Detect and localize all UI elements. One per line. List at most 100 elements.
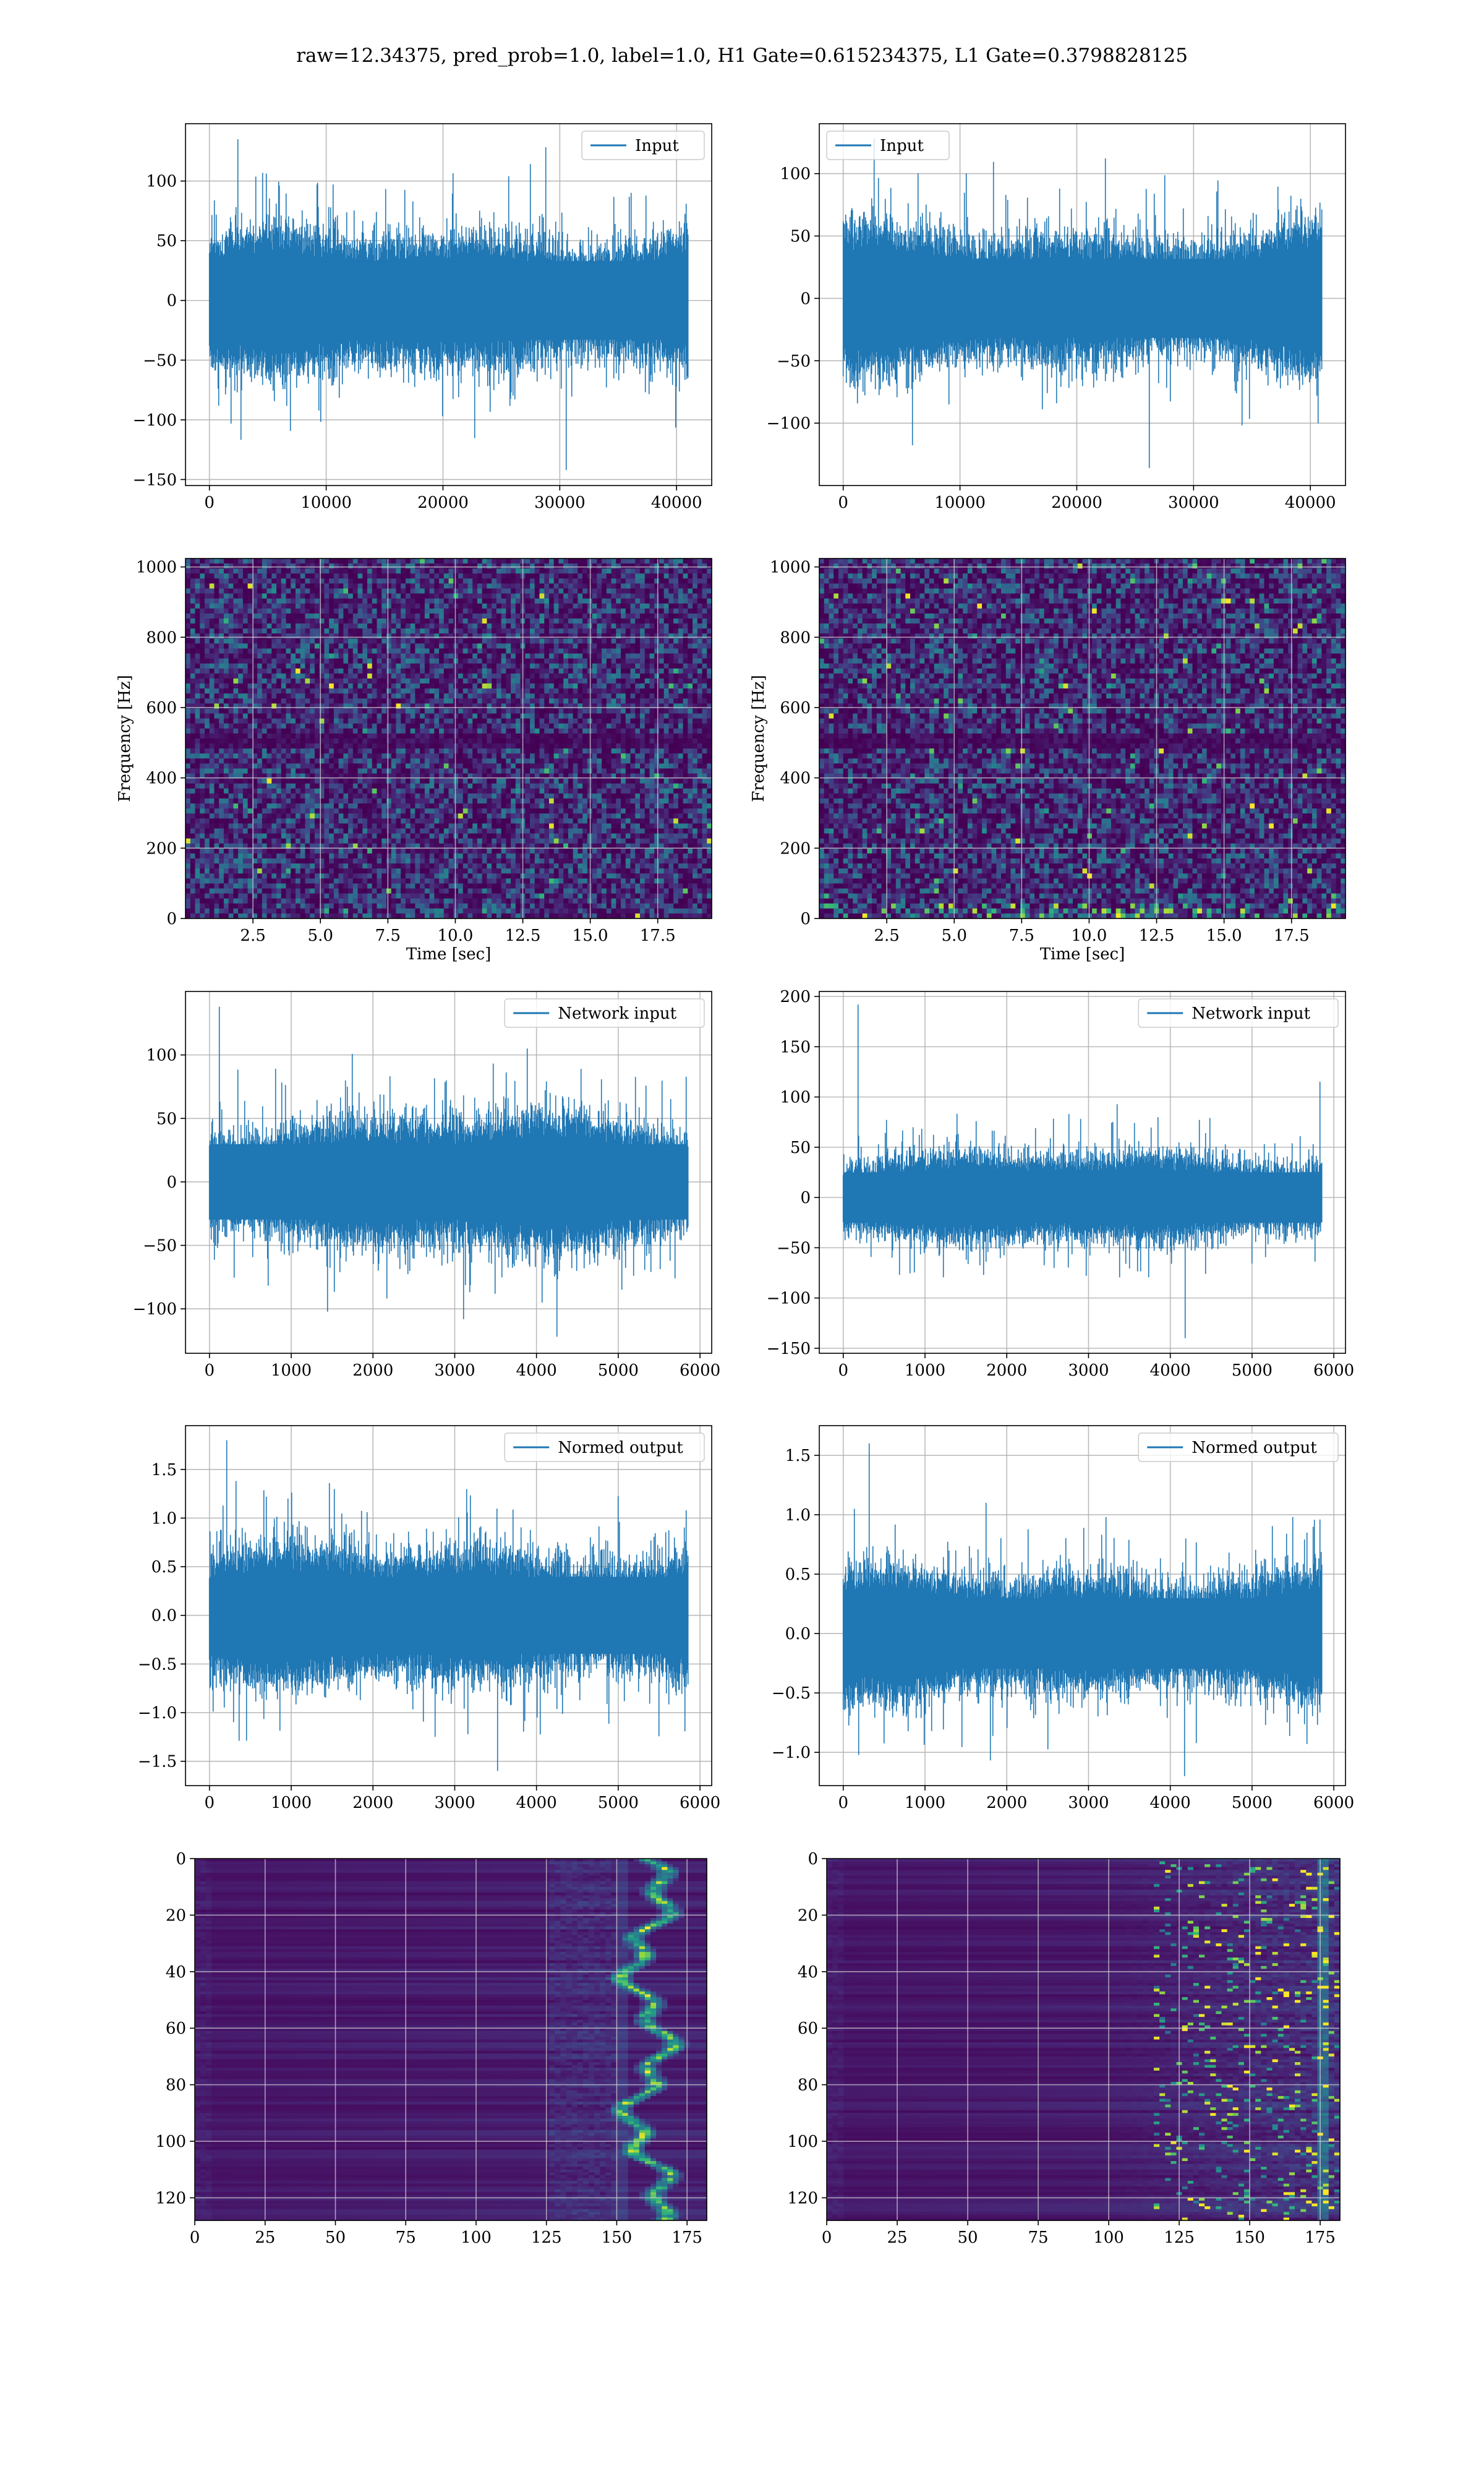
heatmap-cell xyxy=(391,573,396,579)
heatmap-cell xyxy=(214,714,219,719)
heatmap-cell xyxy=(343,753,348,759)
heatmap-cell xyxy=(233,659,238,664)
heatmap-cell xyxy=(649,589,654,594)
heatmap-cell xyxy=(291,633,296,639)
heatmap-cell xyxy=(262,654,267,659)
heatmap-cell xyxy=(458,729,463,734)
heatmap-cell xyxy=(367,743,372,749)
heatmap-cell xyxy=(271,573,276,579)
heatmap-cell xyxy=(391,769,396,774)
heatmap-cell xyxy=(506,654,511,659)
heatmap-cell xyxy=(602,618,607,624)
heatmap-cell xyxy=(592,698,597,704)
heatmap-cell xyxy=(530,583,535,589)
heatmap-cell xyxy=(602,638,607,644)
heatmap-cell xyxy=(602,724,607,729)
heatmap-cell xyxy=(367,628,372,634)
heatmap-cell xyxy=(243,623,248,629)
heatmap-cell xyxy=(612,753,616,759)
heatmap-cell xyxy=(415,633,420,639)
heatmap-cell xyxy=(386,623,391,629)
heatmap-cell xyxy=(535,738,540,744)
heatmap-cell xyxy=(702,638,707,644)
heatmap-cell xyxy=(386,633,391,639)
heatmap-cell xyxy=(425,589,430,594)
heatmap-cell xyxy=(664,623,669,629)
heatmap-cell xyxy=(449,638,454,644)
heatmap-cell xyxy=(678,568,683,574)
heatmap-cell xyxy=(554,664,559,669)
heatmap-cell xyxy=(573,714,578,719)
heatmap-cell xyxy=(693,623,697,629)
heatmap-cell xyxy=(401,664,406,669)
heatmap-cell xyxy=(257,724,262,729)
heatmap-cell xyxy=(411,714,416,719)
heatmap-cell xyxy=(210,633,215,639)
heatmap-cell xyxy=(525,703,530,709)
heatmap-cell xyxy=(640,589,645,594)
heatmap-cell xyxy=(224,633,229,639)
heatmap-cell xyxy=(348,678,353,684)
heatmap-cell xyxy=(683,758,688,764)
heatmap-cell xyxy=(597,649,602,654)
heatmap-cell xyxy=(291,604,296,609)
heatmap-cell xyxy=(190,688,195,694)
heatmap-cell xyxy=(329,599,334,604)
heatmap-cell xyxy=(612,734,616,739)
heatmap-cell xyxy=(626,734,631,739)
heatmap-cell xyxy=(487,688,492,694)
heatmap-cell xyxy=(200,734,205,739)
heatmap-cell xyxy=(602,614,607,619)
heatmap-cell xyxy=(420,618,425,624)
heatmap-cell xyxy=(482,609,487,614)
heatmap-cell xyxy=(602,573,607,579)
heatmap-cell xyxy=(554,729,559,734)
heatmap-cell xyxy=(702,688,707,694)
heatmap-cell xyxy=(626,578,631,584)
heatmap-cell xyxy=(640,568,645,574)
heatmap-cell xyxy=(549,729,554,734)
heatmap-cell xyxy=(291,769,296,774)
heatmap-cell xyxy=(353,638,358,644)
heatmap-cell xyxy=(358,688,363,694)
heatmap-cell xyxy=(463,674,468,679)
heatmap-cell xyxy=(458,609,463,614)
heatmap-cell xyxy=(582,649,587,654)
heatmap-cell xyxy=(630,738,635,744)
heatmap-cell xyxy=(348,628,353,634)
heatmap-cell xyxy=(186,688,190,694)
heatmap-cell xyxy=(501,709,506,714)
heatmap-cell xyxy=(401,628,406,634)
heatmap-cell xyxy=(401,633,406,639)
heatmap-cell xyxy=(616,709,621,714)
heatmap-cell xyxy=(453,698,458,704)
heatmap-cell xyxy=(702,649,707,654)
heatmap-cell xyxy=(367,724,372,729)
heatmap-cell xyxy=(377,649,382,654)
heatmap-cell xyxy=(348,623,353,629)
heatmap-cell xyxy=(257,719,262,724)
heatmap-cell xyxy=(243,753,248,759)
heatmap-cell xyxy=(425,683,430,689)
heatmap-cell xyxy=(525,614,530,619)
heatmap-cell xyxy=(640,674,645,679)
heatmap-cell xyxy=(353,594,358,599)
heatmap-cell xyxy=(324,719,329,724)
heatmap-cell xyxy=(616,614,621,619)
heatmap-cell xyxy=(291,649,296,654)
heatmap-cell xyxy=(305,693,310,699)
heatmap-cell xyxy=(411,638,416,644)
heatmap-cell xyxy=(463,659,468,664)
heatmap-cell xyxy=(597,678,602,684)
heatmap-cell xyxy=(678,623,683,629)
heatmap-cell xyxy=(348,683,353,689)
heatmap-cell xyxy=(353,769,358,774)
heatmap-cell xyxy=(377,643,382,649)
heatmap-cell xyxy=(401,563,406,569)
heatmap-cell xyxy=(472,654,477,659)
heatmap-cell xyxy=(616,688,621,694)
heatmap-cell xyxy=(563,719,568,724)
heatmap-cell xyxy=(315,769,320,774)
heatmap-cell xyxy=(645,638,650,644)
heatmap-cell xyxy=(200,709,205,714)
